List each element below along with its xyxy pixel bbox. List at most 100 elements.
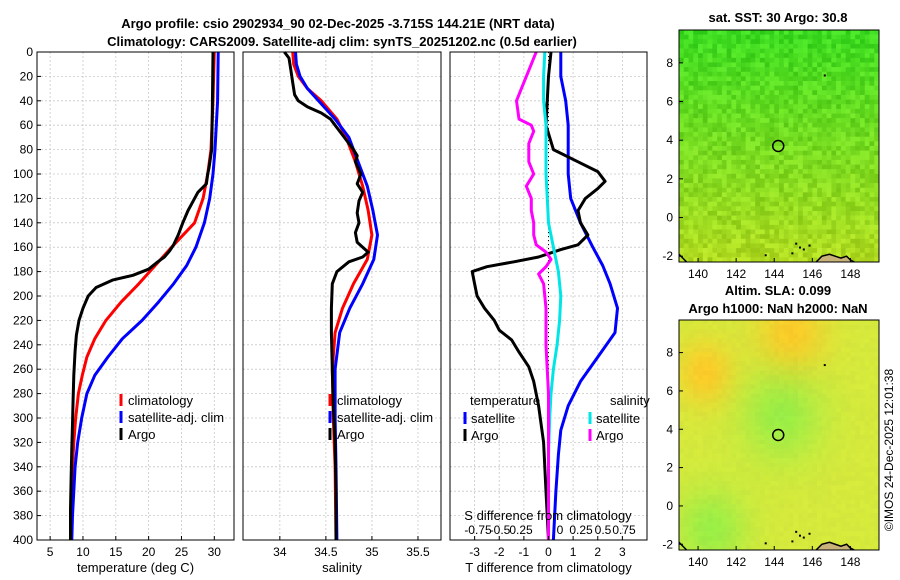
map-cell [693, 201, 699, 207]
map-cell [702, 164, 708, 170]
map-cell [683, 458, 689, 463]
map-cell [736, 412, 742, 417]
map-cell [679, 402, 685, 408]
x-tick-label: 144 [764, 267, 784, 281]
map-cell [874, 324, 880, 330]
x-tick-label: -2 [494, 545, 505, 559]
map-cell [840, 439, 846, 445]
map-cell [793, 462, 799, 468]
map-cell [845, 48, 851, 54]
map-cell [840, 481, 846, 486]
map-cell [817, 504, 823, 509]
map-cell [793, 220, 799, 226]
island-dot [799, 246, 801, 249]
map-cell [831, 94, 837, 100]
map-cell [836, 243, 842, 249]
map-cell [869, 448, 875, 454]
map-cell [750, 329, 756, 335]
figure-title-line2: Climatology: CARS2009. Satellite-adj cli… [107, 34, 577, 49]
map-cell [726, 333, 732, 339]
map-cell [702, 379, 708, 385]
map-cell [769, 471, 775, 477]
map-cell [736, 164, 742, 170]
map-cell [774, 545, 780, 551]
map-cell [783, 393, 789, 399]
map-cell [840, 192, 846, 198]
map-cell [836, 499, 842, 505]
map-cell [707, 48, 713, 54]
map-cell [707, 159, 713, 165]
map-cell [802, 545, 808, 551]
map-cell [717, 513, 723, 519]
map-cell [798, 164, 804, 170]
map-cell [726, 122, 732, 128]
map-cell [750, 416, 756, 422]
map-cell [731, 361, 737, 367]
map-cell [764, 338, 770, 344]
y-tick-label: 8 [666, 346, 673, 360]
map-cell [788, 215, 794, 221]
map-cell [869, 43, 875, 49]
map-cell [698, 439, 704, 445]
map-cell [740, 94, 746, 100]
map-cell [712, 320, 718, 325]
x-tick-label: 34.5 [314, 545, 338, 559]
map-cell [745, 118, 751, 124]
map-cell [731, 71, 737, 77]
map-cell [745, 375, 751, 381]
map-cell [812, 53, 818, 59]
map-cell [769, 173, 775, 179]
map-cell [826, 150, 832, 156]
map-cell [869, 201, 875, 207]
map-cell [831, 453, 837, 459]
map-cell [812, 481, 818, 486]
map-cell [793, 224, 799, 230]
map-cell [864, 343, 870, 348]
map-cell [745, 425, 751, 431]
map-cell [764, 329, 770, 335]
map-cell [821, 402, 827, 408]
map-cell [821, 164, 827, 170]
map-cell [740, 435, 746, 440]
map-cell [707, 201, 713, 207]
map-cell [850, 412, 856, 417]
map-cell [707, 416, 713, 422]
map-cell [783, 113, 789, 119]
map-cell [855, 234, 861, 240]
map-cell [812, 215, 818, 221]
map-cell [845, 320, 851, 325]
map-cell [731, 169, 737, 175]
map-cell [755, 490, 761, 496]
map-cell [864, 425, 870, 431]
map-cell [845, 248, 851, 254]
map-cell [821, 352, 827, 358]
map-cell [817, 187, 823, 193]
map-cell [783, 517, 789, 523]
map-cell [874, 169, 880, 175]
map-cell [783, 462, 789, 468]
map-cell [750, 527, 756, 532]
map-cell [717, 412, 723, 417]
map-cell [712, 192, 718, 198]
map-cell [793, 407, 799, 413]
map-cell [707, 81, 713, 86]
map-cell [798, 389, 804, 394]
map-cell [836, 81, 842, 86]
map-cell [798, 366, 804, 371]
map-cell [702, 430, 708, 436]
map-cell [769, 183, 775, 189]
map-cell [745, 192, 751, 198]
map-cell [774, 370, 780, 376]
map-cell [688, 508, 694, 514]
map-cell [850, 439, 856, 445]
map-cell [788, 545, 794, 551]
map-cell [807, 146, 813, 151]
map-cell [859, 187, 866, 193]
map-cell [802, 118, 808, 124]
map-cell [817, 48, 823, 54]
map-cell [812, 48, 818, 54]
map-cell [750, 421, 756, 427]
map-cell [693, 522, 699, 528]
